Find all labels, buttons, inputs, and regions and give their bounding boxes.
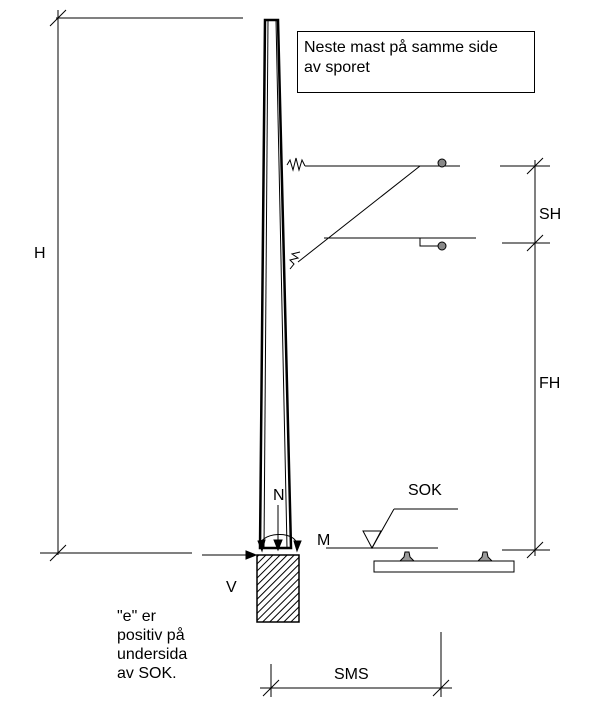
e-note-line-2: positiv på — [117, 627, 185, 644]
contact-wire-lower — [437, 241, 447, 251]
load-arrows — [202, 505, 302, 560]
sok-marker — [326, 508, 458, 550]
label-sms: SMS — [334, 666, 369, 683]
note-line-1: Neste mast på samme side — [304, 39, 498, 56]
note-line-2: av sporet — [304, 59, 370, 76]
label-fh: FH — [539, 375, 561, 392]
track — [373, 551, 515, 573]
contact-wire-upper — [437, 158, 447, 168]
e-note-line-4: av SOK. — [117, 665, 177, 682]
e-sign-note: "e" er positiv på undersida av SOK. — [117, 607, 187, 683]
label-m: M — [317, 532, 331, 549]
label-v: V — [226, 579, 237, 596]
dimension-sms — [260, 632, 452, 697]
dimension-sh-fh — [500, 157, 550, 559]
label-sok: SOK — [408, 482, 442, 499]
dimension-h — [40, 9, 243, 562]
note-box: Neste mast på samme side av sporet — [297, 31, 535, 93]
label-n: N — [273, 487, 285, 504]
e-note-line-3: undersida — [117, 646, 188, 663]
label-h: H — [34, 245, 46, 262]
mast — [258, 18, 293, 550]
foundation — [256, 554, 300, 623]
cantilever — [286, 157, 476, 270]
e-note-line-1: "e" er — [117, 608, 156, 625]
label-sh: SH — [539, 206, 562, 223]
